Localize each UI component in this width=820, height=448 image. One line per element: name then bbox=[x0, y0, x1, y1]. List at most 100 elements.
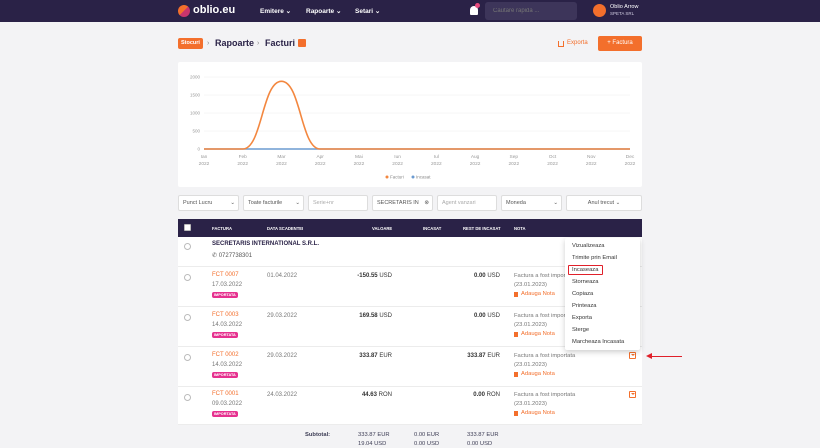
x-tick-year: 2022 bbox=[276, 161, 287, 167]
col-factura[interactable]: FACTURA bbox=[212, 226, 233, 231]
breadcrumb-stocuri[interactable]: Stocuri bbox=[178, 38, 203, 49]
filter-agent[interactable]: Agent vanzari bbox=[437, 195, 497, 211]
invoice-link[interactable]: FCT 0007 bbox=[212, 272, 239, 278]
due-date: 24.03.2022 bbox=[267, 392, 298, 398]
select-all-checkbox[interactable] bbox=[184, 224, 191, 231]
client-name[interactable]: SECRETARIS INTERNATIONAL S.R.L. bbox=[212, 241, 320, 247]
menu-incaseaza[interactable]: Incaseaza bbox=[572, 267, 599, 273]
note-text: Factura a fost importata bbox=[514, 273, 576, 279]
client-checkbox[interactable] bbox=[184, 243, 191, 250]
export-button[interactable]: Exporta bbox=[567, 40, 588, 46]
x-tick-year: 2022 bbox=[470, 161, 481, 167]
breadcrumb-rapoarte[interactable]: Rapoarte bbox=[215, 38, 255, 48]
logo-text[interactable]: oblio.eu bbox=[193, 4, 236, 16]
menu-copiaza[interactable]: Copiaza bbox=[572, 291, 594, 297]
row-checkbox[interactable] bbox=[184, 274, 191, 281]
chevron-down-icon: ⌄ bbox=[615, 200, 621, 206]
oblio-logo-icon[interactable] bbox=[178, 5, 190, 17]
user-company: SPETA SRL bbox=[610, 11, 635, 16]
download-icon[interactable] bbox=[558, 41, 564, 47]
invoice-date: 17.03.2022 bbox=[212, 282, 243, 288]
top-navbar bbox=[0, 0, 820, 22]
add-note-link[interactable]: Adauga Nota bbox=[521, 291, 555, 297]
subtotal-incasat-eur: 0.00 EUR bbox=[414, 432, 440, 438]
row-actions-menu bbox=[565, 238, 640, 350]
divider bbox=[178, 424, 642, 425]
chart-icon[interactable] bbox=[298, 39, 306, 47]
note-date: (23.01.2023) bbox=[514, 282, 547, 288]
invoice-value: -150.55 USD bbox=[357, 273, 392, 279]
subtotal-rest-usd: 0.00 USD bbox=[467, 441, 493, 447]
invoice-link[interactable]: FCT 0001 bbox=[212, 391, 239, 397]
col-data-scadentei[interactable]: DATA SCADENTEI bbox=[267, 226, 304, 231]
row-actions-dropdown[interactable] bbox=[629, 391, 636, 398]
menu-exporta[interactable]: Exporta bbox=[572, 315, 592, 321]
legend-marker-incasat bbox=[411, 175, 415, 179]
row-checkbox[interactable] bbox=[184, 314, 191, 321]
search-input[interactable] bbox=[485, 2, 577, 20]
user-avatar-icon[interactable] bbox=[593, 4, 606, 17]
col-incasat[interactable]: INCASAT bbox=[423, 226, 442, 231]
filter-moneda[interactable]: Moneda ⌄ bbox=[501, 195, 562, 211]
add-note-link[interactable]: Adauga Nota bbox=[521, 331, 555, 337]
y-tick-label: 2000 bbox=[190, 75, 201, 80]
menu-sterge[interactable]: Sterge bbox=[572, 327, 590, 333]
chevron-down-icon: ⌄ bbox=[336, 8, 342, 15]
nav-emitere[interactable]: Emitere ⌄ bbox=[260, 8, 292, 15]
due-date: 29.03.2022 bbox=[267, 313, 298, 319]
imported-badge: IMPORTATA bbox=[212, 292, 238, 298]
filter-punct-lucru[interactable]: Punct Lucru ⌄ bbox=[178, 195, 239, 211]
menu-storneaza[interactable]: Storneaza bbox=[572, 279, 599, 285]
add-note-link[interactable]: Adauga Nota bbox=[521, 410, 555, 416]
menu-trimite-email[interactable]: Trimite prin Email bbox=[572, 255, 617, 261]
nav-rapoarte[interactable]: Rapoarte ⌄ bbox=[306, 8, 342, 15]
filter-perioada[interactable]: Anul trecut ⌄ bbox=[566, 195, 642, 211]
col-rest[interactable]: REST DE INCASAT bbox=[463, 226, 501, 231]
col-valoare[interactable]: VALOARE bbox=[372, 226, 393, 231]
invoice-link[interactable]: FCT 0002 bbox=[212, 352, 239, 358]
x-tick-label: Iul bbox=[434, 154, 439, 160]
divider bbox=[178, 346, 642, 347]
clear-icon[interactable]: ⊗ bbox=[424, 200, 429, 206]
y-tick-label: 0 bbox=[197, 147, 200, 152]
note-text: Factura a fost importata bbox=[514, 392, 576, 398]
note-date: (23.01.2023) bbox=[514, 401, 547, 407]
x-tick-label: Nov bbox=[587, 154, 596, 160]
filter-serie-nr[interactable]: Serie+nr bbox=[308, 195, 368, 211]
subtotal-rest-eur: 333.87 EUR bbox=[467, 432, 499, 438]
chevron-down-icon: ⌄ bbox=[285, 8, 292, 15]
user-name[interactable]: Oblio Arrow bbox=[610, 4, 639, 10]
invoice-link[interactable]: FCT 0003 bbox=[212, 312, 239, 318]
menu-marcheaza-incasata[interactable]: Marcheaza Incasata bbox=[572, 339, 625, 345]
notification-badge bbox=[475, 3, 480, 8]
filter-tip-factura[interactable]: Toate facturile ⌄ bbox=[243, 195, 304, 211]
menu-printeaza[interactable]: Printeaza bbox=[572, 303, 597, 309]
due-date: 01.04.2022 bbox=[267, 273, 298, 279]
x-tick-label: Feb bbox=[239, 154, 248, 160]
note-text: Factura a fost importata bbox=[514, 313, 576, 319]
chevron-down-icon: ⌄ bbox=[295, 200, 300, 206]
col-nota: NOTA bbox=[514, 226, 526, 231]
bell-icon[interactable] bbox=[470, 6, 478, 15]
row-actions-dropdown[interactable] bbox=[629, 352, 636, 359]
divider bbox=[178, 266, 642, 267]
arrow-head-icon bbox=[646, 353, 652, 359]
imported-badge: IMPORTATA bbox=[212, 411, 238, 417]
x-tick-year: 2022 bbox=[237, 161, 248, 167]
series-facturi-line bbox=[204, 80, 630, 150]
table-body bbox=[178, 237, 642, 424]
note-icon bbox=[514, 411, 518, 416]
nav-setari[interactable]: Setari ⌄ bbox=[355, 8, 381, 15]
x-tick-label: Mar bbox=[277, 154, 286, 160]
row-checkbox[interactable] bbox=[184, 354, 191, 361]
menu-vizualizeaza[interactable]: Vizualizeaza bbox=[572, 243, 605, 249]
x-tick-year: 2022 bbox=[199, 161, 210, 167]
invoice-date: 14.03.2022 bbox=[212, 362, 243, 368]
annotation-arrow bbox=[651, 356, 682, 357]
filter-client[interactable]: SECRETARIS IN ⊗ bbox=[372, 195, 433, 211]
legend-label-facturi: Facturi bbox=[390, 175, 404, 180]
add-note-link[interactable]: Adauga Nota bbox=[521, 371, 555, 377]
row-checkbox[interactable] bbox=[184, 394, 191, 401]
new-invoice-button[interactable]: + Factura bbox=[598, 36, 642, 51]
highlight-box bbox=[568, 265, 603, 275]
